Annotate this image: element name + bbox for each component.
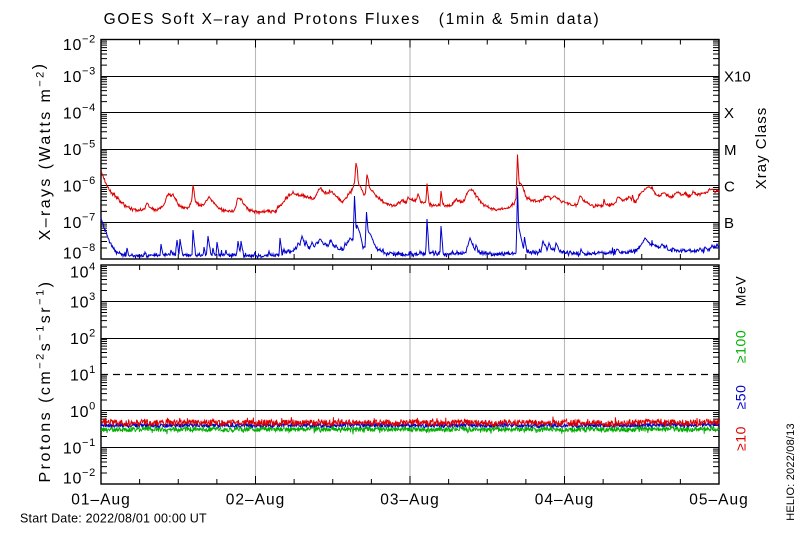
svg-text:GOES Soft X–ray and Protons Fl: GOES Soft X–ray and Protons Fluxes (1min… <box>104 11 601 28</box>
svg-text:≥50: ≥50 <box>733 384 749 409</box>
svg-text:05–Aug: 05–Aug <box>689 492 748 509</box>
svg-text:MeV: MeV <box>733 276 749 307</box>
svg-text:10−2: 10−2 <box>63 33 96 54</box>
svg-text:≥100: ≥100 <box>733 330 749 363</box>
svg-text:02–Aug: 02–Aug <box>226 492 285 509</box>
svg-text:01–Aug: 01–Aug <box>71 492 130 509</box>
svg-text:03–Aug: 03–Aug <box>380 492 439 509</box>
svg-text:Protons (cm−2s−1sr−1): Protons (cm−2s−1sr−1) <box>35 279 55 482</box>
svg-text:10−7: 10−7 <box>63 212 96 233</box>
svg-text:10−3: 10−3 <box>63 65 96 86</box>
svg-text:103: 103 <box>70 291 96 312</box>
svg-text:100: 100 <box>70 400 96 421</box>
svg-text:104: 104 <box>70 261 96 282</box>
svg-text:04–Aug: 04–Aug <box>535 492 594 509</box>
svg-text:102: 102 <box>70 327 96 348</box>
svg-text:X: X <box>724 105 734 122</box>
svg-text:10−2: 10−2 <box>63 467 96 488</box>
svg-text:10−1: 10−1 <box>63 437 96 458</box>
svg-text:10−4: 10−4 <box>63 102 96 123</box>
svg-text:B: B <box>724 215 734 232</box>
svg-text:10−5: 10−5 <box>63 139 96 160</box>
svg-text:X10: X10 <box>724 69 751 86</box>
svg-text:Xray Class: Xray Class <box>753 107 770 190</box>
svg-text:C: C <box>724 178 735 195</box>
svg-text:M: M <box>724 142 737 159</box>
svg-text:X–rays (Watts m−2): X–rays (Watts m−2) <box>31 62 55 241</box>
svg-text:HELIO: 2022/08/13: HELIO: 2022/08/13 <box>785 423 797 521</box>
svg-text:101: 101 <box>70 364 96 385</box>
svg-text:Start Date: 2022/08/01 00:00 U: Start Date: 2022/08/01 00:00 UT <box>20 512 207 526</box>
svg-text:10−8: 10−8 <box>63 242 96 263</box>
svg-text:≥10: ≥10 <box>733 426 749 451</box>
svg-text:10−6: 10−6 <box>63 175 96 196</box>
